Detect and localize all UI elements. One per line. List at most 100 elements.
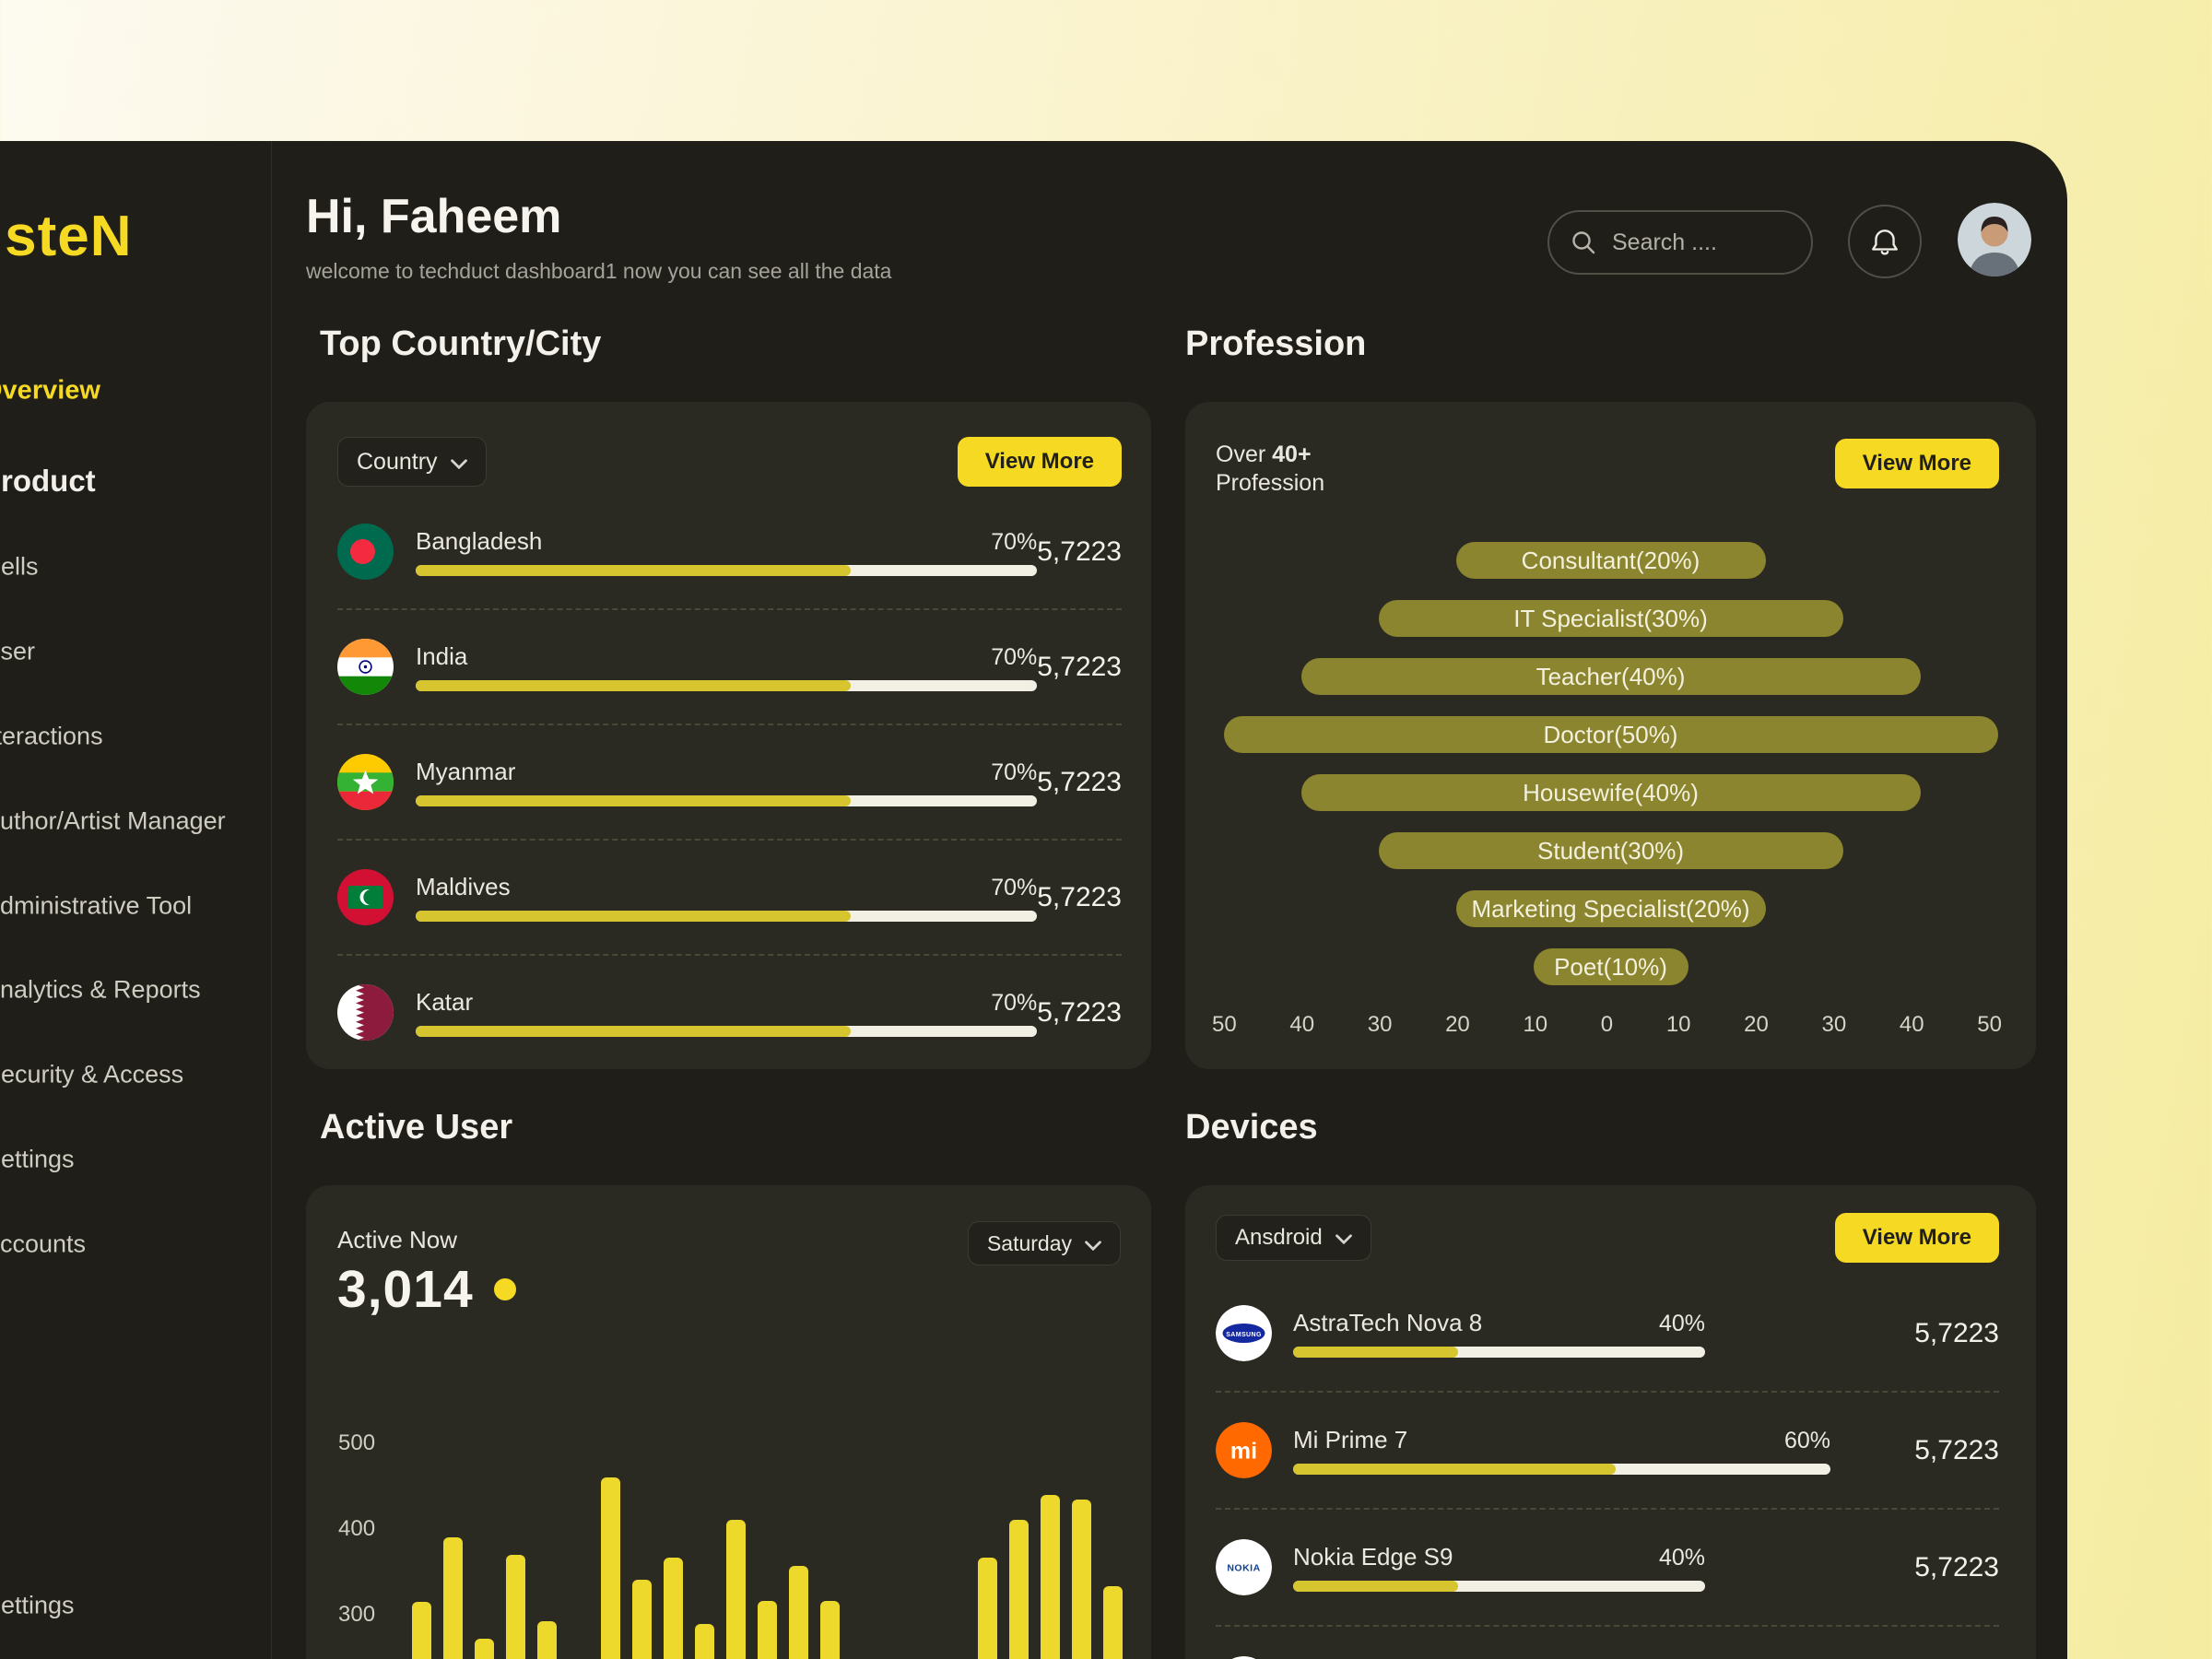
device-list: SAMSUNG AstraTech Nova 8 40% 5,7223 mi Mi Pri… — [1216, 1276, 1999, 1659]
sidebar-footer-item-settings[interactable]: Settings — [0, 1591, 75, 1619]
axis-tick: 30 — [1367, 1012, 1393, 1037]
progress-fill — [416, 565, 851, 576]
sidebar-item-interactions[interactable]: Interactions — [0, 722, 103, 750]
country-percent: 70% — [991, 990, 1038, 1016]
progress-track — [416, 911, 1038, 922]
country-name: India — [416, 642, 468, 670]
sidebar-item-overview[interactable]: Overview — [0, 375, 100, 406]
nokia-logo: NOKIA — [1216, 1539, 1272, 1595]
devices-view-more-button[interactable]: View More — [1834, 1213, 1999, 1263]
profession-view-more-button[interactable]: View More — [1834, 439, 1999, 488]
country-progress: Maldives 70% — [416, 873, 1038, 922]
country-row: Maldives 70% 5,7223 — [337, 841, 1122, 956]
profession-bar: Teacher(40%) — [1300, 658, 1921, 695]
progress-track — [1293, 1581, 1705, 1592]
device-percent: 40% — [1658, 1311, 1705, 1336]
country-name: Maldives — [416, 873, 511, 900]
chart-bar — [694, 1624, 714, 1659]
device-filter-label: Ansdroid — [1235, 1225, 1323, 1250]
country-row: Myanmar 70% 5,7223 — [337, 725, 1122, 841]
y-axis-tick: 500 — [338, 1430, 376, 1455]
section-title-devices: Devices — [1185, 1108, 1318, 1147]
chart-bar — [631, 1579, 652, 1659]
country-filter-dropdown[interactable]: Country — [337, 437, 487, 487]
country-progress: Bangladesh 70% — [416, 527, 1038, 576]
page-greeting: Hi, Faheem — [306, 190, 562, 243]
bell-icon — [1869, 226, 1900, 257]
axis-tick: 0 — [1600, 1012, 1614, 1037]
chart-bar — [820, 1600, 841, 1659]
day-filter-dropdown[interactable]: Saturday — [967, 1221, 1121, 1265]
sidebar-item-product[interactable]: Product — [0, 464, 96, 498]
progress-track — [416, 565, 1038, 576]
section-title-profession: Profession — [1185, 324, 1367, 363]
country-view-more-button[interactable]: View More — [957, 437, 1122, 487]
sidebar: ListeN Overview Product Sells User Interacti… — [0, 141, 272, 1659]
profession-card: Over 40+ Profession View More Consultant… — [1185, 402, 2036, 1069]
axis-tick: 10 — [1523, 1012, 1548, 1037]
sidebar-item-accounts[interactable]: Accounts — [0, 1230, 87, 1258]
flag-bangladesh — [337, 524, 394, 580]
search-icon — [1570, 229, 1597, 256]
sidebar-item-sells[interactable]: Sells — [0, 552, 39, 581]
brand-logo: ListeN — [0, 205, 133, 268]
top-country-card: Country View More Bangladesh 70% 5,7223 Ind… — [306, 402, 1151, 1069]
sidebar-item-analytics-reports[interactable]: Analytics & Reports — [0, 975, 201, 1004]
notification-button[interactable] — [1848, 205, 1922, 278]
sidebar-item-author-artist-manager[interactable]: Author/Artist Manager — [0, 806, 226, 835]
active-user-card: Active Now 3,014 Saturday 500 400 300 — [306, 1185, 1151, 1659]
country-progress: Myanmar 70% — [416, 758, 1038, 806]
nokia-logo: NOKIA — [1216, 1656, 1272, 1659]
mi-logo: mi — [1216, 1422, 1272, 1478]
progress-track — [416, 1026, 1038, 1037]
country-name: Bangladesh — [416, 527, 543, 555]
chart-bar — [663, 1558, 683, 1659]
profession-summary: Over 40+ Profession — [1216, 441, 1324, 499]
chart-bar — [412, 1601, 431, 1659]
axis-tick: 30 — [1821, 1012, 1847, 1037]
user-avatar[interactable] — [1958, 203, 2031, 276]
axis-tick: 40 — [1289, 1012, 1315, 1037]
profession-bar: Consultant(20%) — [1455, 542, 1766, 579]
chevron-down-icon — [1085, 1231, 1101, 1256]
device-percent: 60% — [1783, 1428, 1830, 1453]
axis-tick: 20 — [1744, 1012, 1769, 1037]
progress-track — [416, 795, 1038, 806]
search-input[interactable] — [1610, 228, 1791, 257]
axis-tick: 50 — [1212, 1012, 1237, 1037]
device-percent: 40% — [1658, 1545, 1705, 1571]
device-filter-dropdown[interactable]: Ansdroid — [1216, 1215, 1371, 1261]
search-box[interactable] — [1547, 210, 1813, 275]
sidebar-item-security-access[interactable]: Security & Access — [0, 1060, 184, 1088]
country-name: Myanmar — [416, 758, 516, 785]
samsung-logo: SAMSUNG — [1216, 1305, 1272, 1361]
axis-tick: 10 — [1665, 1012, 1691, 1037]
progress-fill — [416, 680, 851, 691]
axis-tick: 20 — [1445, 1012, 1470, 1037]
chart-bar — [1041, 1494, 1060, 1659]
sidebar-item-administrative-tool[interactable]: Administrative Tool — [0, 891, 193, 920]
active-count-row: 3,014 — [337, 1259, 516, 1320]
chart-bar — [537, 1621, 558, 1659]
chart-bar — [600, 1477, 620, 1659]
country-percent: 70% — [991, 529, 1038, 555]
profession-bar: IT Specialist(30%) — [1378, 600, 1843, 637]
device-value: 5,7223 — [1914, 1317, 1999, 1348]
sidebar-item-user[interactable]: User — [0, 637, 36, 665]
device-value: 5,7223 — [1914, 1434, 1999, 1465]
profession-bar: Marketing Specialist(20%) — [1455, 890, 1766, 927]
progress-fill — [416, 1026, 851, 1037]
country-value: 5,7223 — [1037, 651, 1122, 682]
chart-bar — [1103, 1585, 1124, 1659]
sidebar-item-settings[interactable]: Settings — [0, 1145, 75, 1173]
flag-qatar — [337, 984, 394, 1041]
device-row: mi Mi Prime 7 60% 5,7223 — [1216, 1393, 1999, 1510]
flag-maldives — [337, 869, 394, 925]
live-dot-icon — [493, 1278, 516, 1300]
country-row: India 70% 5,7223 — [337, 610, 1122, 725]
country-list: Bangladesh 70% 5,7223 India 70% 5,7223 Myanmar… — [337, 495, 1122, 1069]
country-value: 5,7223 — [1037, 766, 1122, 797]
y-axis-tick: 300 — [338, 1602, 376, 1627]
country-value: 5,7223 — [1037, 996, 1122, 1028]
